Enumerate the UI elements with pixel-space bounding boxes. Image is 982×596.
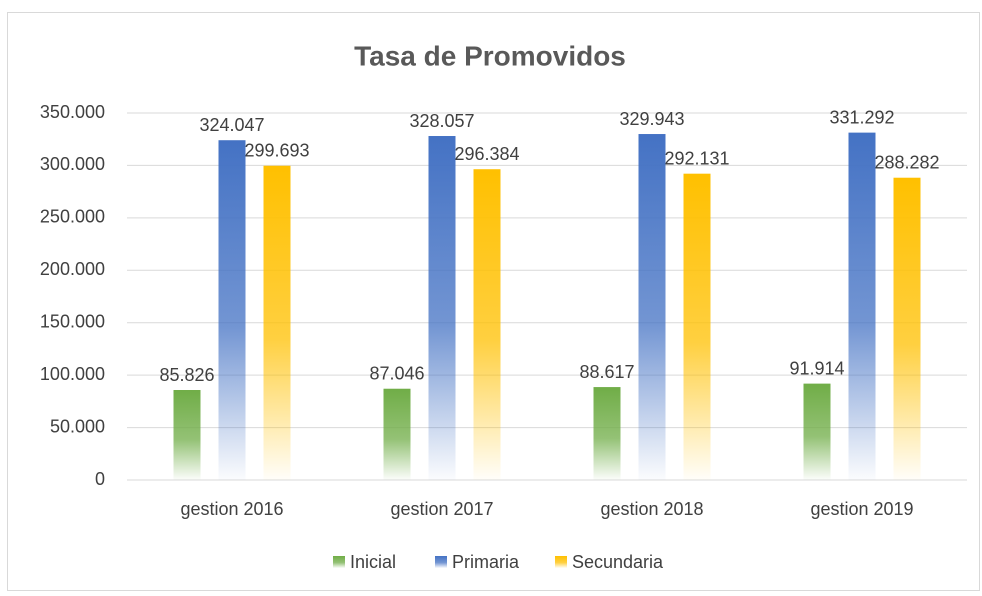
legend-swatch: [333, 556, 345, 568]
bar: [428, 136, 456, 481]
y-tick-label: 350.000: [40, 102, 105, 122]
bar: [263, 165, 291, 480]
bar: [593, 387, 621, 480]
y-tick-label: 200.000: [40, 259, 105, 279]
data-label: 87.046: [369, 363, 424, 383]
y-tick-label: 50.000: [50, 416, 105, 436]
y-tick-label: 0: [95, 469, 105, 489]
y-tick-label: 100.000: [40, 364, 105, 384]
data-label: 288.282: [874, 152, 939, 172]
bar: [848, 132, 876, 480]
data-label: 324.047: [199, 115, 264, 135]
x-tick-label: gestion 2017: [390, 499, 493, 519]
bar: [173, 390, 201, 480]
data-label: 292.131: [664, 148, 729, 168]
data-label: 329.943: [619, 109, 684, 129]
bar: [383, 388, 411, 480]
legend-label: Secundaria: [572, 552, 664, 572]
legend-swatch: [555, 556, 567, 568]
legend-label: Inicial: [350, 552, 396, 572]
bar: [218, 140, 246, 481]
bar: [683, 173, 711, 480]
bar: [893, 177, 921, 480]
x-tick-label: gestion 2016: [180, 499, 283, 519]
legend-label: Primaria: [452, 552, 520, 572]
bar: [803, 383, 831, 480]
x-tick-label: gestion 2019: [810, 499, 913, 519]
y-tick-label: 250.000: [40, 207, 105, 227]
data-label: 299.693: [244, 141, 309, 161]
data-label: 328.057: [409, 111, 474, 131]
data-label: 91.914: [789, 358, 844, 378]
bar: [473, 169, 501, 480]
data-label: 85.826: [159, 365, 214, 385]
data-label: 296.384: [454, 144, 519, 164]
x-tick-label: gestion 2018: [600, 499, 703, 519]
bar: [638, 134, 666, 481]
chart-title: Tasa de Promovidos: [354, 40, 626, 71]
data-label: 331.292: [829, 107, 894, 127]
legend-swatch: [435, 556, 447, 568]
y-tick-label: 150.000: [40, 311, 105, 331]
data-label: 88.617: [579, 362, 634, 382]
y-tick-label: 300.000: [40, 154, 105, 174]
